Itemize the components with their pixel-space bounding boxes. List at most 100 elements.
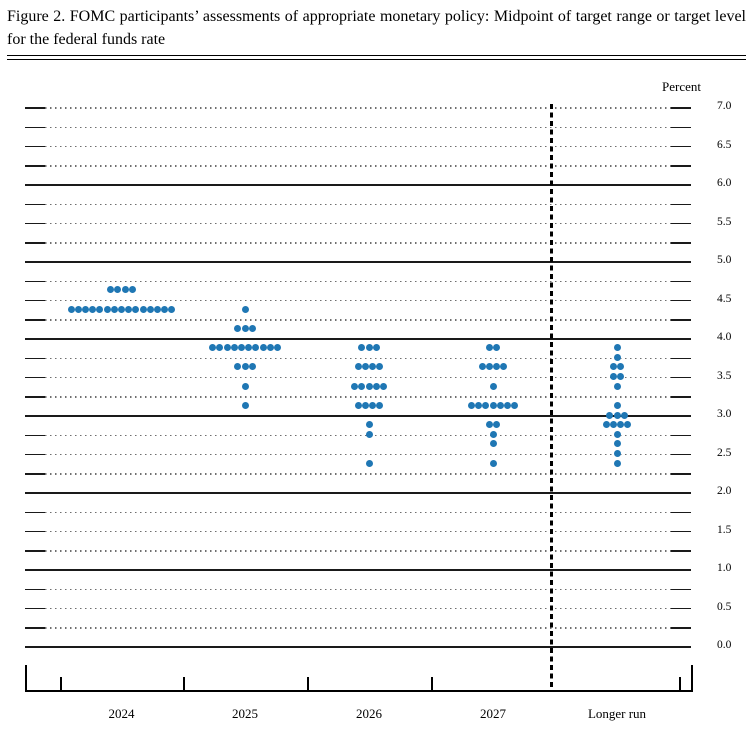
x-axis-category-label: 2026 [356,706,382,721]
gridline-right-cap [671,299,691,301]
projection-dot [606,411,614,419]
projection-dot [241,382,249,390]
projection-dot [613,353,621,361]
projection-dot [89,305,97,313]
projection-dot [609,421,617,429]
projection-dot [125,305,133,313]
projection-dot [365,459,373,467]
projection-dot [361,363,369,371]
projection-dot [248,363,256,371]
gridline-right-cap [671,145,691,147]
projection-dot [67,305,75,313]
projection-dot [489,401,497,409]
gridline-right-cap [671,203,691,205]
projection-dot [259,344,267,352]
projection-dot [237,344,245,352]
gridline-right-cap [671,319,691,321]
gridline-dotted [25,607,691,609]
projection-dot [168,305,176,313]
gridline-solid [25,415,691,417]
projection-dot [118,305,125,313]
projection-dot [252,344,260,352]
projection-dot [365,421,373,429]
gridline-right-cap [671,434,691,436]
projection-dot [489,430,497,438]
projection-dot [617,363,625,371]
projection-dot [503,401,511,409]
gridline-left-cap [25,165,45,167]
gridline-dotted [25,550,691,552]
gridline-left-cap [25,357,45,359]
projection-dot [241,305,249,313]
projection-dot [248,324,256,332]
projection-dot [103,305,111,313]
projection-dot [361,401,369,409]
gridline-left-cap [25,319,45,321]
projection-dot [245,344,253,352]
projection-dot [485,421,493,429]
y-axis-tick-label: 0.5 [717,601,732,613]
y-axis-tick-label: 6.5 [717,139,732,151]
projection-dot [511,401,519,409]
projection-dot [223,344,231,352]
projection-dot [161,305,169,313]
projection-dot [132,305,140,313]
projection-dot [379,382,387,390]
gridline-solid [25,646,691,648]
y-axis-tick-label: 3.5 [717,370,732,382]
projection-dot [613,382,621,390]
gridline-dotted [25,627,691,629]
gridline-dotted [25,222,691,224]
projection-dot [376,363,384,371]
projection-dot [493,363,501,371]
gridline-right-cap [671,280,691,282]
gridline-left-cap [25,107,45,109]
projection-dot [613,440,621,448]
gridline-right-cap [671,473,691,475]
gridline-left-cap [25,299,45,301]
gridline-right-cap [671,242,691,244]
title-double-rule [7,55,746,60]
gridline-right-cap [671,588,691,590]
gridline-right-cap [671,396,691,398]
projection-dot [354,363,362,371]
projection-dot [489,440,497,448]
x-axis-category-label: 2025 [232,706,258,721]
figure-title: Figure 2. FOMC participants’ assessments… [7,8,746,48]
projection-dot [365,430,373,438]
projection-dot [365,344,373,352]
projection-dot [139,305,147,313]
gridline-left-cap [25,242,45,244]
projection-dot [96,305,104,313]
y-axis-tick-label: 2.0 [717,485,732,497]
projection-dot [146,305,154,313]
gridline-right-cap [671,550,691,552]
projection-dot [365,382,373,390]
y-axis-tick-label: 7.0 [717,100,732,112]
projection-dot [493,421,501,429]
gridline-left-cap [25,376,45,378]
projection-dot [609,363,617,371]
projection-dot [475,401,483,409]
projection-dot [620,411,628,419]
gridline-solid [25,492,691,494]
gridline-left-cap [25,203,45,205]
gridline-solid [25,261,691,263]
gridline-left-cap [25,222,45,224]
longer-run-separator-line [550,104,553,692]
y-axis-tick-label: 2.5 [717,447,732,459]
gridline-dotted [25,396,691,398]
x-axis-category-label: 2024 [108,706,135,721]
gridline-left-cap [25,145,45,147]
gridline-right-cap [671,357,691,359]
projection-dot [216,344,224,352]
gridline-dotted [25,107,691,109]
projection-dot [241,401,249,409]
projection-dot [624,421,632,429]
projection-dot [485,344,493,352]
projection-dot [613,430,621,438]
projection-dot [234,363,242,371]
projection-dot [209,344,217,352]
x-axis-tick [60,677,62,690]
